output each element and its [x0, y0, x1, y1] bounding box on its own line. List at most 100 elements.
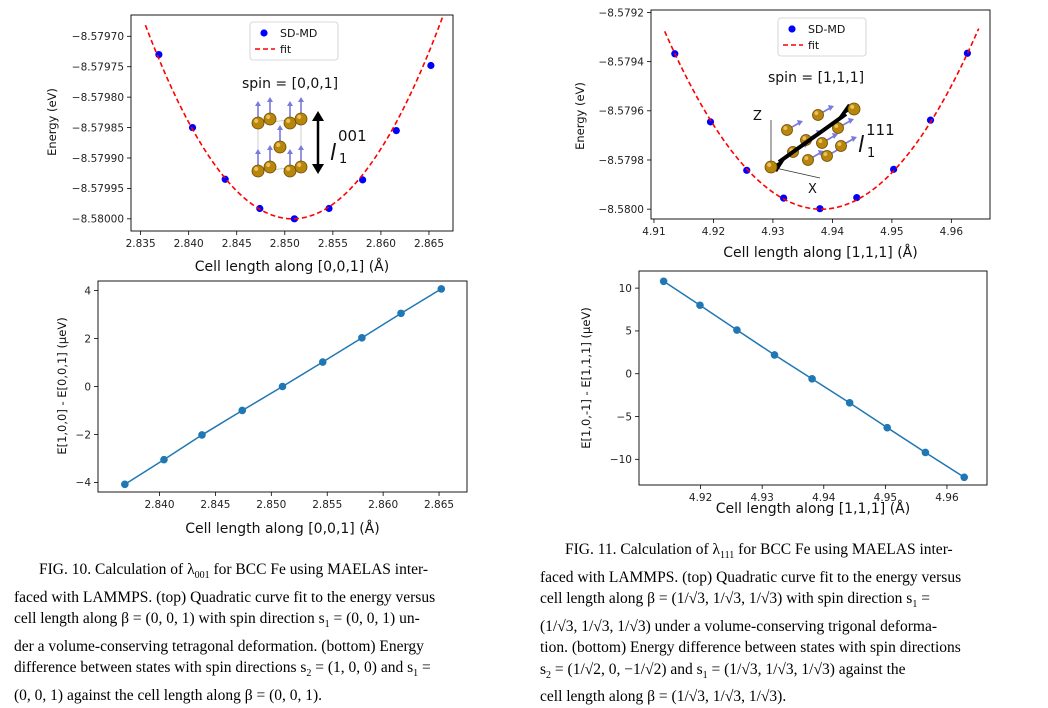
data-point	[121, 480, 129, 489]
x-axis-label: Cell length along [1,1,1] (Å)	[716, 500, 910, 517]
spin-arrow-head	[818, 150, 824, 156]
y-tick-label: −8.57995	[72, 183, 124, 195]
data-point	[659, 277, 668, 286]
x-tick-label: 2.865	[414, 238, 444, 250]
x-tick-label: 2.855	[318, 238, 348, 250]
x-tick-label: 2.850	[256, 499, 286, 511]
y-tick-label: −8.5796	[598, 106, 644, 118]
y-tick-label: −8.58000	[72, 214, 124, 226]
legend-marker	[260, 29, 268, 37]
l-superscript: 111	[866, 121, 895, 139]
data-point	[278, 382, 287, 391]
chart-1: 2.835 2.840 2.845 2.850 2.855 2.860 2.865 −8.57…	[45, 14, 454, 275]
data-point	[188, 123, 197, 132]
plot-frame	[130, 14, 454, 232]
caption-line: faced with LAMMPS. (top) Quadratic curve…	[540, 568, 962, 586]
strain-arrow-head	[312, 111, 324, 121]
y-tick-label: −8.5798	[598, 155, 644, 167]
data-point	[238, 406, 247, 415]
y-tick-label: 5	[625, 326, 632, 338]
strain-arrow	[777, 112, 848, 164]
spin-arrow-head	[848, 118, 854, 124]
iron-atom	[251, 116, 265, 130]
spin-arrow-head	[832, 133, 838, 139]
spin-arrow-head	[267, 97, 273, 102]
data-point	[198, 431, 206, 439]
y-tick-label: −8.57990	[72, 153, 124, 165]
x-tick-label: 2.840	[174, 238, 204, 250]
y-tick-label: −8.57970	[72, 31, 124, 43]
y-tick-label: −8.5794	[598, 56, 644, 68]
atom-highlight	[804, 156, 809, 160]
legend-label: SD-MD	[808, 23, 845, 36]
data-point	[883, 423, 892, 432]
spin-arrow-head	[298, 97, 304, 102]
data-point	[963, 49, 972, 57]
atom-highlight	[254, 118, 259, 123]
spin-arrow-head	[287, 149, 293, 154]
iron-atom	[821, 150, 833, 162]
data-point	[733, 326, 741, 334]
caption-line: FIG. 10. Calculation of λ001 for BCC Fe …	[39, 561, 429, 582]
x-tick-label: 4.94	[821, 226, 845, 238]
spin-annotation: spin = [0,0,1]	[242, 76, 338, 92]
atom-highlight	[850, 104, 855, 109]
iron-atom	[802, 154, 814, 166]
l-label: l	[330, 141, 336, 166]
iron-atom	[847, 102, 861, 116]
l-label: l	[858, 133, 864, 158]
l-subscript: 1	[867, 146, 875, 161]
iron-atom	[835, 140, 847, 152]
iron-atom	[812, 109, 824, 121]
y-tick-label: −2	[76, 429, 91, 441]
chart-2: 2.840 2.845 2.850 2.855 2.860 2.865 −4 −2 0 2 4 Cel…	[55, 280, 468, 537]
y-tick-label: −5	[617, 411, 632, 423]
data-point	[808, 375, 816, 383]
legend-box	[777, 17, 867, 57]
caption-line: der a volume-conserving tetragonal defor…	[14, 637, 424, 655]
x-tick-label: 4.92	[689, 492, 712, 504]
y-tick-label: −8.57975	[72, 62, 124, 74]
fit-curve	[144, 14, 445, 220]
caption-line: difference between states with spin dire…	[14, 659, 431, 680]
x-tick-label: 4.92	[702, 226, 725, 238]
atom-highlight	[266, 114, 271, 119]
caption-line: s2 = (1/√2, 0, −1/√2) and s1 = (1/√3, 1/…	[540, 660, 906, 681]
y-axis-label: Energy (eV)	[573, 82, 587, 150]
iron-atom	[283, 164, 297, 178]
y-tick-label: −10	[610, 454, 632, 466]
data-point	[845, 399, 854, 407]
strain-arrow-head	[312, 164, 324, 174]
atom-highlight	[834, 124, 839, 128]
iron-atom	[273, 140, 287, 154]
x-tick-label: 4.96	[935, 492, 959, 504]
x-tick-label: 4.94	[812, 492, 836, 504]
iron-atom	[294, 112, 308, 126]
spin-arrow-head	[851, 136, 857, 142]
x-axis-label: Cell length along [0,0,1] (Å)	[185, 520, 379, 537]
caption-line: FIG. 11. Calculation of λ111 for BCC Fe …	[565, 541, 953, 562]
x-tick-label: 4.93	[750, 492, 773, 504]
y-tick-label: −8.57985	[72, 122, 124, 134]
y-tick-label: 2	[84, 333, 91, 345]
x-tick-label: 2.855	[312, 499, 342, 511]
data-point	[437, 285, 446, 293]
atom-highlight	[286, 118, 291, 123]
x-tick-label: 2.840	[144, 499, 174, 511]
caption-line: cell length along β = (0, 0, 1) with spi…	[14, 610, 420, 631]
data-point	[318, 358, 327, 366]
x-tick-label: 2.845	[200, 499, 230, 511]
y-tick-label: −8.5792	[598, 7, 644, 19]
iron-atom	[294, 160, 308, 174]
x-tick-label: 4.95	[874, 492, 897, 504]
spin-arrow-head	[267, 145, 273, 150]
plot-frame	[638, 270, 988, 486]
fit-curve	[663, 28, 980, 210]
data-point	[770, 351, 779, 359]
y-tick-label: 10	[619, 283, 632, 295]
x-tick-label: 2.860	[368, 499, 398, 511]
x-tick-label: 4.93	[761, 226, 784, 238]
data-point	[427, 61, 435, 70]
y-axis-label: E[1,0,0] - E[0,0,1] (μeV)	[55, 317, 69, 454]
figure-11-caption: FIG. 11. Calculation of λ111 for BCC Fe …	[540, 539, 1030, 708]
